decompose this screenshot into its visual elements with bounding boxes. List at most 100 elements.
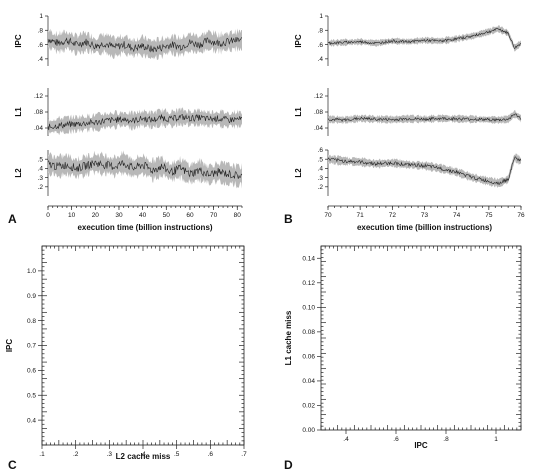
x-tick-label: 60 bbox=[186, 212, 194, 219]
panel-letter: B bbox=[284, 212, 293, 226]
y-tick-label: 0.00 bbox=[302, 427, 315, 434]
x-tick-label: .4 bbox=[140, 451, 146, 458]
y-tick-label: 0.8 bbox=[27, 318, 36, 325]
x-tick-label: .5 bbox=[174, 451, 180, 458]
plot-frame bbox=[41, 245, 245, 446]
y-tick-label: .2 bbox=[38, 184, 44, 191]
y-tick-label: 0.04 bbox=[302, 378, 315, 385]
y-tick-label: .4 bbox=[38, 56, 44, 63]
y-tick-label: .6 bbox=[38, 42, 44, 49]
y-tick-label: 0.12 bbox=[302, 280, 315, 287]
y-tick-label: 0.5 bbox=[27, 392, 36, 399]
y-tick-label: .12 bbox=[34, 93, 43, 100]
x-tick-label: 72 bbox=[389, 212, 397, 219]
y-tick-label: .08 bbox=[314, 109, 323, 116]
y-axis-label-l1: L1 bbox=[294, 107, 303, 117]
series-band-l1 bbox=[48, 107, 242, 136]
series-line-ipc bbox=[327, 27, 522, 49]
x-tick-label: 74 bbox=[453, 212, 461, 219]
y-tick-label: .4 bbox=[318, 166, 324, 173]
x-tick-label: 0 bbox=[46, 212, 50, 219]
y-tick-label: .3 bbox=[318, 175, 324, 182]
panel-letter: A bbox=[8, 212, 17, 226]
y-tick-label: .2 bbox=[318, 184, 324, 191]
y-tick-label: 0.9 bbox=[27, 293, 36, 300]
panel-b: .4 .6 .8 1 IPC .04 .08 .12 L1 .2 .3 .4 .5 .6 L2 70 71 72 7… bbox=[284, 13, 525, 232]
y-tick-label: .8 bbox=[38, 27, 44, 34]
x-tick-label: 30 bbox=[115, 212, 123, 219]
series-band-ipc bbox=[48, 28, 242, 60]
x-tick-label: 71 bbox=[357, 212, 365, 219]
y-axis-label: IPC bbox=[5, 339, 14, 353]
x-tick-label: 50 bbox=[163, 212, 171, 219]
y-axis-label-l2: L2 bbox=[14, 168, 23, 178]
y-tick-label: 0.08 bbox=[302, 329, 315, 336]
y-tick-label: 1.0 bbox=[27, 268, 36, 275]
x-tick-label: .6 bbox=[208, 451, 214, 458]
x-tick-label: 80 bbox=[234, 212, 242, 219]
y-tick-label: .04 bbox=[314, 125, 323, 132]
y-tick-label: 1 bbox=[39, 13, 43, 20]
y-tick-label: .08 bbox=[34, 109, 43, 116]
y-tick-label: 0.7 bbox=[27, 343, 36, 350]
y-tick-label: .5 bbox=[38, 156, 44, 163]
y-tick-label: 0.02 bbox=[302, 403, 315, 410]
x-tick-label: 70 bbox=[210, 212, 218, 219]
x-tick-label: .7 bbox=[241, 451, 247, 458]
x-tick-label: .1 bbox=[39, 451, 45, 458]
x-tick-label: 40 bbox=[139, 212, 147, 219]
y-tick-label: 0.6 bbox=[27, 368, 36, 375]
y-tick-label: .6 bbox=[318, 147, 324, 154]
x-tick-label: .3 bbox=[107, 451, 113, 458]
x-axis-label: IPC bbox=[414, 441, 428, 450]
series-line-ipc bbox=[47, 36, 243, 53]
y-axis-label: L1 cache miss bbox=[284, 310, 293, 365]
x-axis-label: execution time (billion instructions) bbox=[77, 223, 212, 232]
x-tick-label: 20 bbox=[92, 212, 100, 219]
panel-d: .4 .6 .8 1 0.00 0.02 0.04 0.06 0.08 0.10 0.12 0.14 I… bbox=[284, 245, 522, 471]
y-axis-label-l2: L2 bbox=[294, 168, 303, 178]
panel-letter: C bbox=[8, 458, 17, 471]
series-line-l1 bbox=[327, 113, 522, 122]
y-tick-label: 1 bbox=[319, 13, 323, 20]
x-tick-label: 10 bbox=[68, 212, 76, 219]
series-band-l2 bbox=[48, 150, 242, 189]
y-tick-label: .8 bbox=[318, 27, 324, 34]
panel-c: .1 .2 .3 .4 .5 .6 .7 0.4 0.5 0.6 0.7 0.8 0.9 1.0 L2 ca… bbox=[5, 245, 247, 471]
x-tick-label: 76 bbox=[517, 212, 525, 219]
x-axis-label: L2 cache miss bbox=[116, 452, 171, 461]
y-tick-label: 0.06 bbox=[302, 354, 315, 361]
y-tick-label: .12 bbox=[314, 93, 323, 100]
y-tick-label: .5 bbox=[318, 156, 324, 163]
y-axis-label-ipc: IPC bbox=[14, 34, 23, 48]
x-tick-label: .2 bbox=[73, 451, 79, 458]
x-tick-label: 75 bbox=[485, 212, 493, 219]
y-tick-label: 0.4 bbox=[27, 417, 36, 424]
x-tick-label: .6 bbox=[393, 436, 399, 443]
y-tick-label: 0.14 bbox=[302, 255, 315, 262]
series-band-l1 bbox=[328, 109, 521, 125]
y-tick-label: 0.10 bbox=[302, 305, 315, 312]
y-axis-label-ipc: IPC bbox=[294, 34, 303, 48]
y-tick-label: .3 bbox=[38, 175, 44, 182]
panel-a: .4 .6 .8 1 IPC .04 .08 .12 L1 .2 .3 .4 .5 L2 0 10 20 30 40… bbox=[8, 13, 243, 232]
x-axis-label: execution time (billion instructions) bbox=[357, 223, 492, 232]
x-tick-label: 73 bbox=[421, 212, 429, 219]
series-line-l2 bbox=[327, 156, 522, 185]
series-band-l2 bbox=[328, 153, 521, 188]
plot-frame bbox=[320, 245, 522, 431]
x-tick-label: 1 bbox=[494, 436, 498, 443]
series-band-ipc bbox=[328, 25, 521, 52]
y-tick-label: .4 bbox=[38, 166, 44, 173]
panel-letter: D bbox=[284, 458, 293, 471]
series-line-l2 bbox=[47, 159, 243, 179]
series-line-l1 bbox=[47, 113, 243, 131]
y-tick-label: .04 bbox=[34, 125, 43, 132]
x-tick-label: 70 bbox=[324, 212, 332, 219]
y-tick-label: .6 bbox=[318, 42, 324, 49]
y-axis-label-l1: L1 bbox=[14, 107, 23, 117]
x-tick-label: .4 bbox=[343, 436, 349, 443]
y-tick-label: .4 bbox=[318, 56, 324, 63]
x-tick-label: .8 bbox=[443, 436, 449, 443]
